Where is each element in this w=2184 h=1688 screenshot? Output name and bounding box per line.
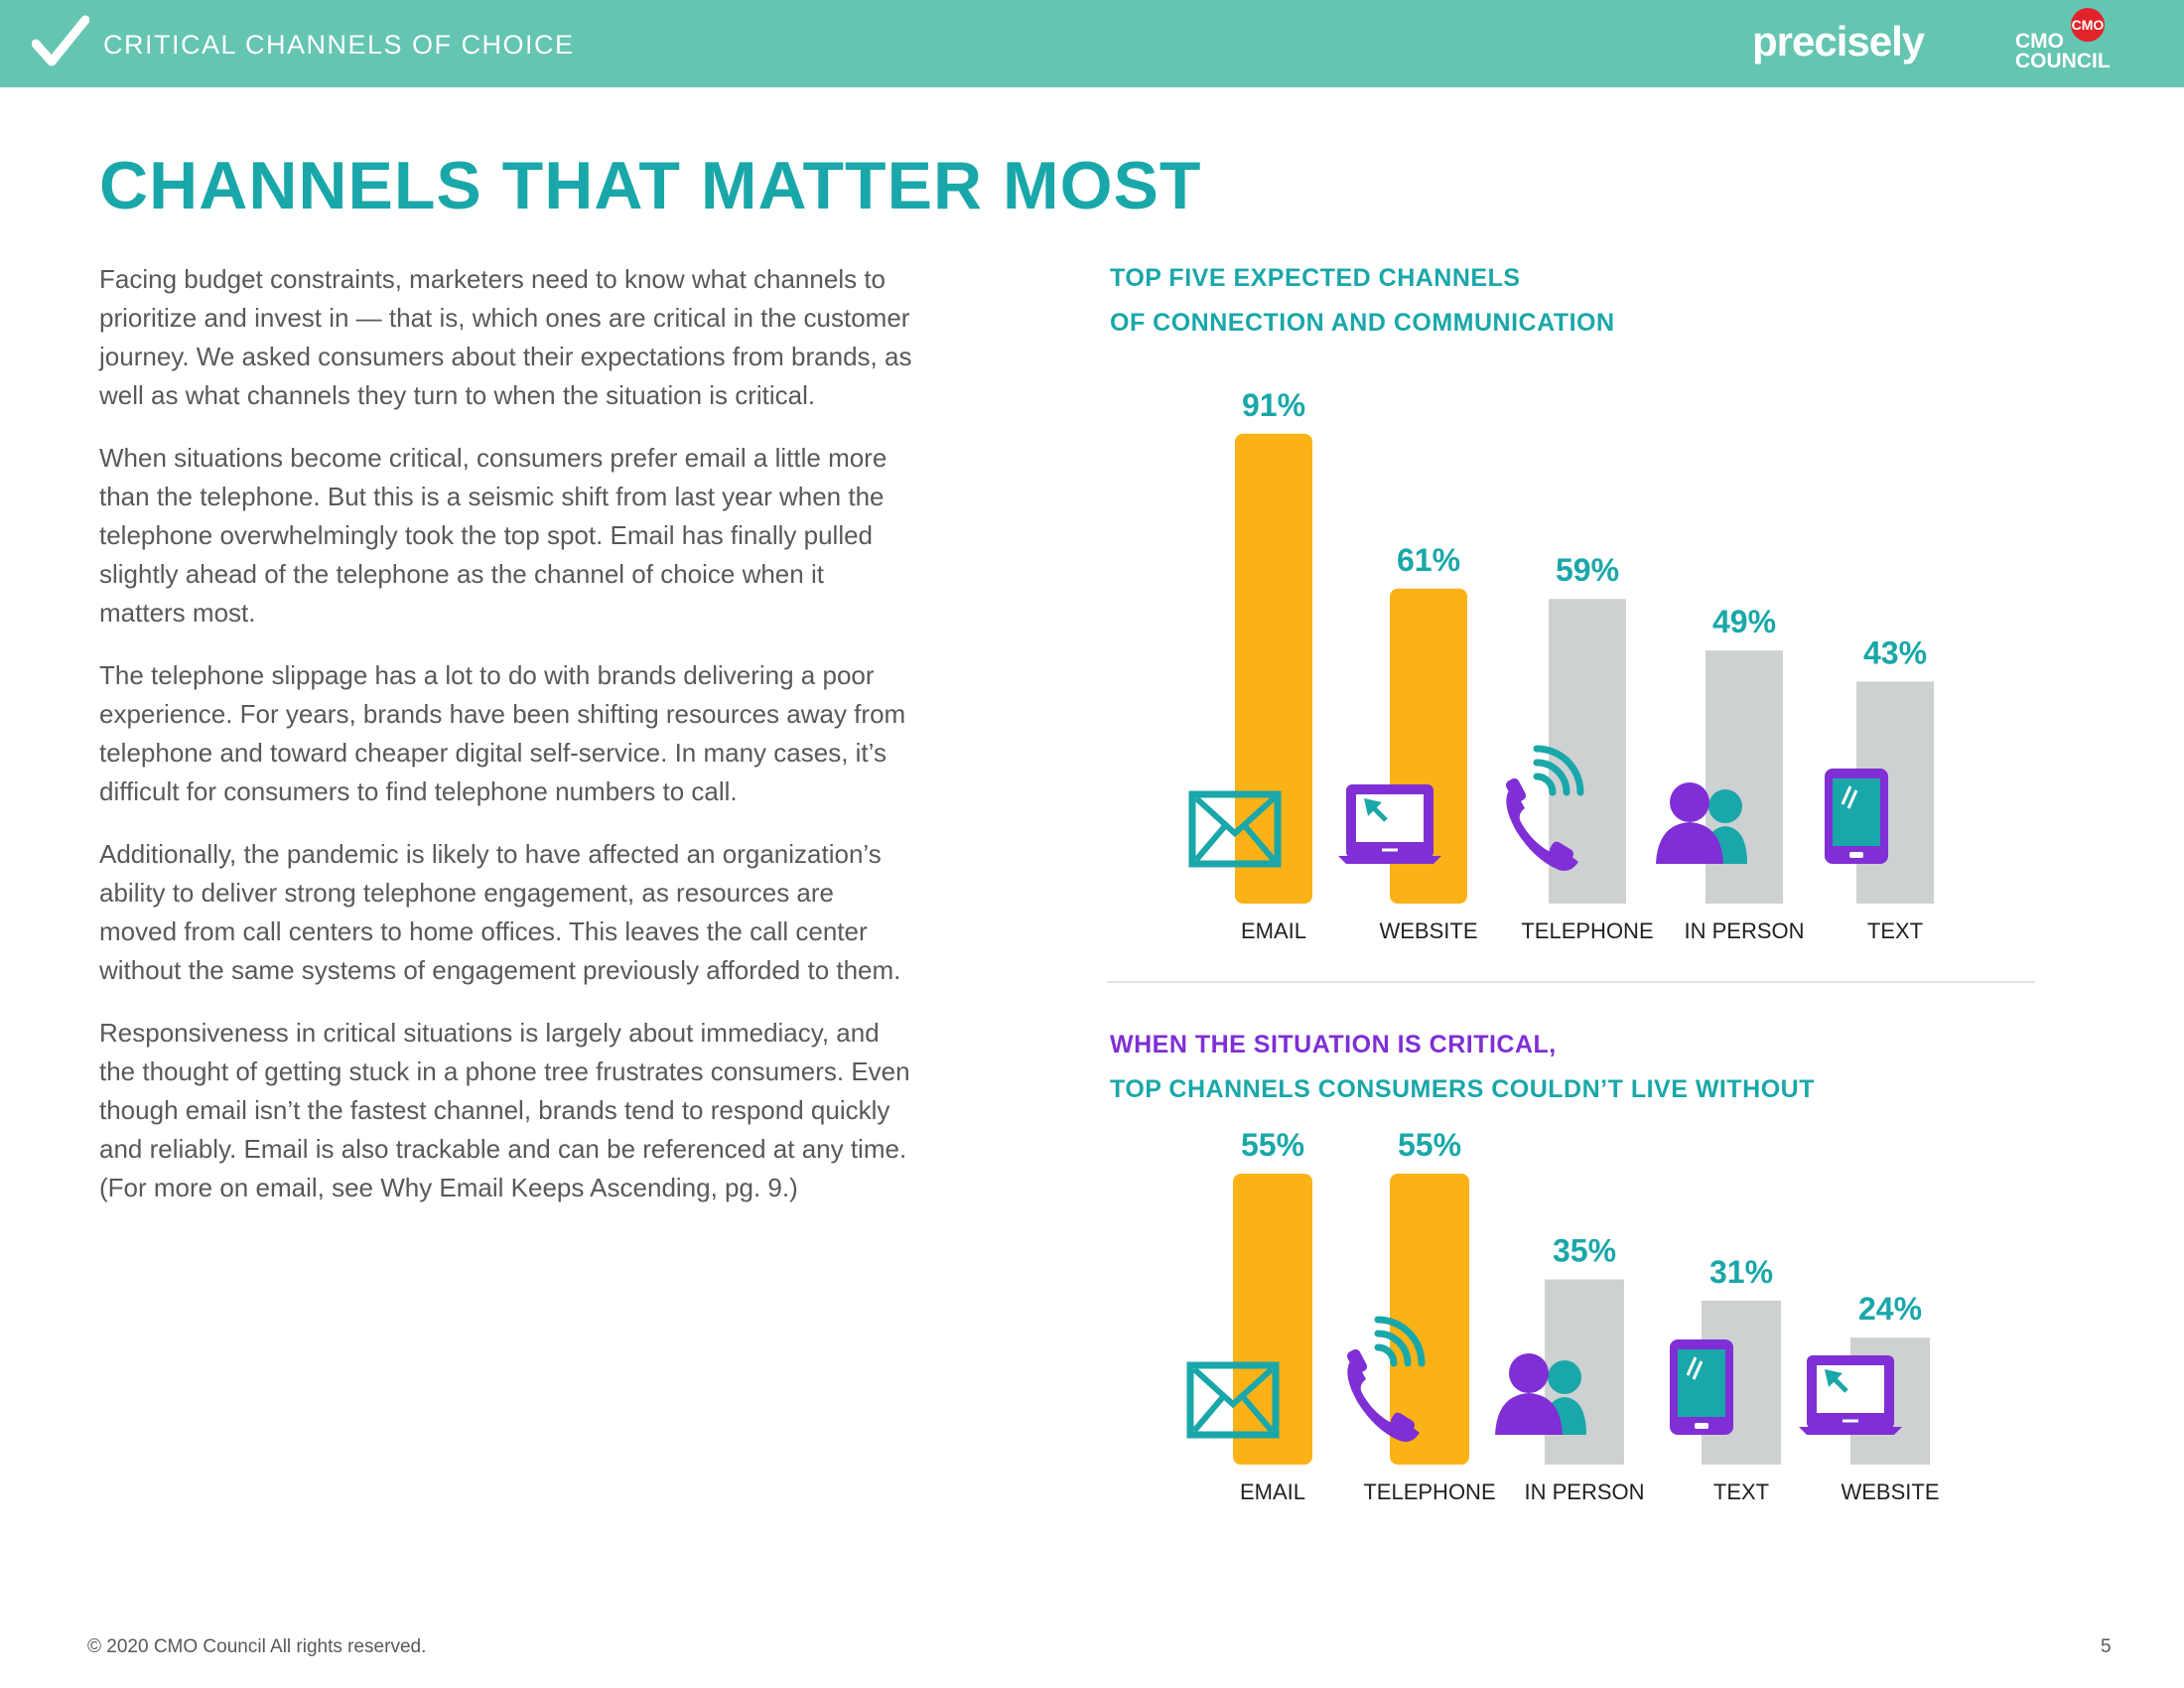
expected-channels-chart: 91% EMAIL 61% WEBSITE 59% TELEPHONE 49% IN PERS… [1188, 387, 1934, 943]
category-label: TEXT [1713, 1479, 1769, 1504]
category-label: TELEPHONE [1521, 918, 1653, 943]
checkmark-icon [32, 15, 89, 67]
value-label: 49% [1712, 604, 1776, 639]
paragraph: The telephone slippage has a lot to do w… [99, 660, 906, 806]
cmo-logo-line2: COUNCIL [2015, 50, 2111, 72]
divider [1107, 981, 2035, 983]
category-label: EMAIL [1241, 918, 1306, 943]
category-label: WEBSITE [1379, 918, 1477, 943]
people-icon [1495, 1353, 1586, 1435]
chart2-heading-line1: WHEN THE SITUATION IS CRITICAL, [1110, 1031, 1557, 1058]
tablet-icon [1825, 769, 1888, 864]
laptop-icon [1338, 784, 1441, 864]
people-icon [1656, 782, 1747, 864]
value-label: 35% [1553, 1233, 1616, 1269]
bar-telephone [1390, 1174, 1469, 1465]
bar-email [1235, 433, 1312, 904]
body-text: Facing budget constraints, marketers nee… [99, 260, 913, 1231]
value-label: 59% [1556, 552, 1619, 588]
category-label: WEBSITE [1841, 1479, 1939, 1504]
chart1-heading: TOP FIVE EXPECTED CHANNELS OF CONNECTION… [1110, 256, 1615, 346]
value-label: 61% [1397, 542, 1460, 578]
chart1-heading-line2: OF CONNECTION AND COMMUNICATION [1110, 309, 1615, 337]
laptop-icon [1799, 1355, 1902, 1435]
category-label: EMAIL [1240, 1479, 1305, 1504]
value-label: 55% [1241, 1127, 1304, 1163]
cmo-logo-badge: CMO [2071, 8, 2105, 42]
tablet-icon [1670, 1339, 1733, 1435]
phone-icon [1505, 745, 1584, 871]
paragraph: Facing budget constraints, marketers nee… [99, 264, 912, 410]
bar-in-person [1706, 650, 1783, 904]
paragraph: When situations become critical, consume… [99, 443, 887, 628]
page-number: 5 [2101, 1636, 2112, 1657]
value-label: 91% [1242, 387, 1305, 423]
value-label: 55% [1398, 1127, 1461, 1163]
category-label: IN PERSON [1684, 918, 1804, 943]
paragraph: Responsiveness in critical situations is… [99, 1018, 910, 1202]
header-bar: CRITICAL CHANNELS OF CHOICE precisely CM… [0, 0, 2184, 87]
precisely-logo: precisely [1752, 18, 1925, 65]
chart2-heading-line2: TOP CHANNELS CONSUMERS COULDN’T LIVE WIT… [1110, 1075, 1815, 1103]
value-label: 43% [1863, 634, 1927, 670]
category-label: TELEPHONE [1363, 1479, 1495, 1504]
email-icon [1188, 790, 1282, 868]
section-label: CRITICAL CHANNELS OF CHOICE [103, 30, 575, 60]
page-title: CHANNELS THAT MATTER MOST [99, 148, 1202, 223]
bar-email [1233, 1174, 1312, 1465]
cmo-council-logo: CMO CMO COUNCIL [2015, 6, 2124, 75]
category-label: TEXT [1867, 918, 1923, 943]
paragraph: Additionally, the pandemic is likely to … [99, 839, 901, 985]
critical-channels-chart: 55% EMAIL 55% TELEPHONE 35% IN PERSON 31% TEXT 2… [1186, 1127, 1940, 1504]
chart1-heading-line1: TOP FIVE EXPECTED CHANNELS [1110, 264, 1521, 292]
value-label: 24% [1858, 1291, 1922, 1327]
chart2-heading: WHEN THE SITUATION IS CRITICAL, TOP CHAN… [1110, 1023, 1815, 1112]
phone-icon [1346, 1316, 1426, 1442]
footer-copyright: © 2020 CMO Council All rights reserved. [87, 1636, 427, 1657]
cmo-logo-line1: CMO [2015, 30, 2064, 53]
category-label: IN PERSON [1524, 1479, 1644, 1504]
value-label: 31% [1709, 1254, 1773, 1290]
email-icon [1186, 1361, 1280, 1439]
